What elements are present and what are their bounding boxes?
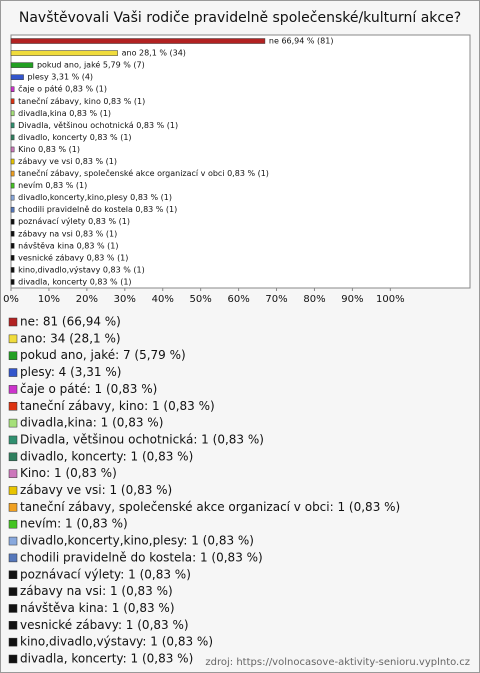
legend-label: divadlo, koncerty: 1 (0,83 %): [20, 449, 193, 463]
bar-label: taneční zábavy, společenské akce organiz…: [18, 168, 269, 178]
legend-label: divadla,kina: 1 (0,83 %): [20, 416, 163, 430]
bar-label: pokud ano, jaké 5,79 % (7): [37, 60, 145, 70]
legend-swatch: [8, 536, 18, 546]
bar-label: divadla,kina 0,83 % (1): [18, 109, 111, 118]
legend-swatch: [8, 519, 18, 529]
legend-label: kino,divadlo,výstavy: 1 (0,83 %): [20, 635, 213, 649]
x-tick-label: 50%: [190, 294, 212, 305]
bar: [10, 231, 15, 237]
legend-label: nevím: 1 (0,83 %): [20, 517, 128, 531]
legend-label: Divadla, většinou ochotnická: 1 (0,83 %): [20, 432, 264, 446]
legend-label: ne: 81 (66,94 %): [20, 315, 121, 329]
bar: [10, 86, 15, 92]
legend-label: čaje o páté: 1 (0,83 %): [20, 382, 157, 396]
x-tick-label: 90%: [341, 294, 363, 305]
legend-swatch: [8, 621, 18, 630]
legend-label: vesnické zábavy: 1 (0,83 %): [20, 618, 189, 632]
bar: [10, 170, 15, 177]
bar-label: nevím 0,83 % (1): [18, 181, 87, 190]
legend-swatch: [8, 587, 18, 596]
x-tick-label: 60%: [227, 294, 249, 305]
legend-swatch: [8, 486, 18, 495]
bar-label: divadla, koncerty 0,83 % (1): [18, 277, 131, 286]
legend-swatch: [8, 553, 18, 563]
bar-label: divadlo,koncerty,kino,plesy 0,83 % (1): [18, 193, 172, 202]
legend-label: chodili pravidelně do kostela: 1 (0,83 %…: [20, 550, 263, 564]
bar: [10, 134, 15, 141]
legend-swatch: [8, 385, 18, 394]
bar: [10, 182, 15, 189]
bar: [10, 218, 15, 225]
legend-label: zábavy na vsi: 1 (0,83 %): [20, 584, 173, 598]
legend-label: taneční zábavy, kino: 1 (0,83 %): [20, 399, 215, 413]
x-tick-label: 80%: [303, 294, 325, 305]
bar: [10, 74, 24, 80]
bar: [10, 243, 15, 249]
bar-label: zábavy ve vsi 0,83 % (1): [18, 157, 117, 166]
legend-label: pokud ano, jaké: 7 (5,79 %): [20, 348, 186, 362]
bar-label: vesnické zábavy 0,83 % (1): [18, 252, 128, 262]
bar-label: návštěva kina 0,83 % (1): [18, 240, 118, 250]
bar: [10, 194, 15, 201]
bar-label: ne 66,94 % (81): [269, 37, 334, 46]
legend-label: taneční zábavy, společenské akce organiz…: [20, 500, 400, 514]
x-tick-label: 70%: [265, 294, 287, 305]
legend-swatch: [8, 452, 18, 462]
bar: [10, 62, 34, 68]
x-tick-label: 100%: [376, 294, 405, 305]
legend-label: Kino: 1 (0,83 %): [20, 466, 117, 480]
bar: [10, 255, 15, 261]
bar-label: kino,divadlo,výstavy 0,83 % (1): [18, 265, 145, 274]
plot-area: [10, 34, 471, 289]
legend-swatch: [8, 654, 18, 664]
legend-label: plesy: 4 (3,31 %): [20, 365, 121, 379]
legend-swatch: [8, 418, 18, 428]
bar: [10, 206, 15, 213]
legend-label: ano: 34 (28,1 %): [20, 331, 121, 345]
bar-label: ano 28,1 % (34): [122, 49, 186, 58]
bar-label: Kino 0,83 % (1): [18, 145, 80, 154]
x-tick-label: 0%: [3, 294, 19, 305]
bar-label: plesy 3,31 % (4): [28, 73, 94, 82]
bar: [10, 267, 15, 273]
bar-label: čaje o páté 0,83 % (1): [18, 84, 107, 94]
legend-swatch: [8, 368, 18, 377]
bar-label: chodili pravidelně do kostela 0,83 % (1): [18, 205, 177, 214]
chart-title: Navštěvovali Vaši rodiče pravidelně spol…: [19, 10, 461, 26]
bar: [10, 146, 15, 153]
x-tick-label: 30%: [114, 294, 136, 305]
bar: [10, 122, 15, 129]
bar-label: Divadla, většinou ochotnická 0,83 % (1): [18, 120, 178, 130]
legend-swatch: [8, 351, 18, 360]
legend-swatch: [8, 570, 18, 579]
bar-label: poznávací výlety 0,83 % (1): [18, 217, 130, 226]
legend-label: poznávací výlety: 1 (0,83 %): [20, 567, 191, 581]
legend-label: divadla, koncerty: 1 (0,83 %): [20, 652, 193, 666]
bar: [10, 38, 266, 44]
legend-label: divadlo,koncerty,kino,plesy: 1 (0,83 %): [20, 534, 254, 548]
legend-swatch: [8, 637, 18, 647]
bar: [10, 279, 15, 285]
legend-swatch: [8, 435, 18, 445]
x-tick-label: 10%: [38, 294, 60, 305]
bar: [10, 50, 118, 56]
bar: [10, 110, 15, 117]
bar: [10, 158, 15, 165]
legend-swatch: [8, 604, 18, 613]
x-tick-label: 20%: [76, 294, 98, 305]
legend-swatch: [8, 503, 18, 512]
bar-label: divadlo, koncerty 0,83 % (1): [18, 133, 131, 142]
legend-swatch: [8, 317, 18, 327]
source: zdroj: https://volnocasove-aktivity-seni…: [205, 657, 470, 668]
legend-swatch: [8, 469, 18, 478]
bar-label: zábavy na vsi 0,83 % (1): [18, 229, 117, 238]
legend-label: návštěva kina: 1 (0,83 %): [20, 601, 175, 615]
legend-swatch: [8, 402, 18, 411]
bar: [10, 98, 15, 105]
legend-label: zábavy ve vsi: 1 (0,83 %): [20, 483, 172, 497]
bar-label: taneční zábavy, kino 0,83 % (1): [18, 96, 145, 106]
legend-swatch: [8, 334, 18, 344]
x-tick-label: 40%: [152, 294, 174, 305]
